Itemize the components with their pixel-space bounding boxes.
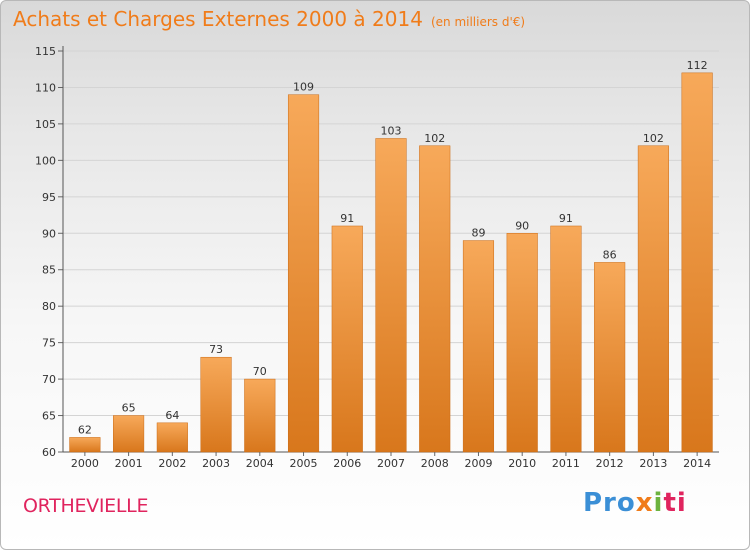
- bar-value-label: 62: [78, 423, 92, 436]
- bar-value-label: 103: [381, 124, 402, 137]
- bar-value-label: 102: [424, 132, 445, 145]
- brand-logo: Proxiti: [583, 488, 687, 518]
- bar: [594, 262, 626, 453]
- brand-part-1: Pro: [583, 488, 636, 518]
- bar: [113, 415, 145, 453]
- bar: [681, 72, 713, 453]
- y-tick-label: 85: [42, 264, 56, 277]
- bar: [550, 225, 582, 453]
- chart-subtitle: (en milliers d'€): [430, 15, 526, 29]
- bar: [462, 240, 495, 453]
- chart-title: Achats et Charges Externes 2000 à 2014 (e…: [13, 7, 525, 31]
- bar: [200, 356, 232, 453]
- x-tick-label: 2006: [333, 457, 361, 470]
- bar-value-label: 70: [253, 365, 267, 378]
- brand-part-3: i: [653, 488, 664, 518]
- bar: [244, 378, 276, 453]
- y-tick-label: 100: [35, 154, 56, 167]
- y-tick-label: 65: [42, 410, 56, 423]
- y-tick-label: 60: [42, 446, 56, 459]
- bar-value-label: 109: [293, 81, 314, 94]
- x-tick-label: 2014: [683, 457, 711, 470]
- x-tick-label: 2013: [639, 457, 667, 470]
- bar: [156, 422, 188, 453]
- x-tick-label: 2002: [158, 457, 186, 470]
- bar-value-label: 73: [209, 343, 223, 356]
- bar-value-label: 86: [603, 248, 617, 261]
- x-tick-label: 2005: [290, 457, 318, 470]
- bar-value-label: 91: [559, 212, 573, 225]
- x-tick-label: 2007: [377, 457, 405, 470]
- brand-part-4: ti: [663, 488, 687, 518]
- x-tick-label: 2004: [246, 457, 274, 470]
- brand-part-2: x: [635, 488, 654, 518]
- x-tick-label: 2010: [508, 457, 536, 470]
- bar: [287, 94, 320, 453]
- chart-title-text: Achats et Charges Externes 2000 à 2014: [13, 7, 423, 31]
- bar: [419, 145, 451, 453]
- x-tick-label: 2011: [552, 457, 580, 470]
- bar-value-label: 91: [340, 212, 354, 225]
- bar: [375, 138, 407, 453]
- bar-value-label: 102: [643, 132, 664, 145]
- commune-name: ORTHEVIELLE: [23, 495, 149, 517]
- y-tick-label: 110: [35, 81, 56, 94]
- bar-value-label: 89: [471, 227, 485, 240]
- bar-value-label: 65: [122, 402, 136, 415]
- bar-value-label: 64: [165, 409, 179, 422]
- bar-value-label: 90: [515, 219, 529, 232]
- x-tick-label: 2012: [596, 457, 624, 470]
- bar: [69, 437, 101, 453]
- bar-value-label: 112: [687, 59, 708, 72]
- x-tick-label: 2008: [421, 457, 449, 470]
- y-tick-label: 95: [42, 191, 56, 204]
- x-tick-label: 2009: [464, 457, 492, 470]
- x-tick-label: 2000: [71, 457, 99, 470]
- y-tick-label: 115: [35, 45, 56, 58]
- x-tick-label: 2001: [115, 457, 143, 470]
- y-tick-label: 70: [42, 373, 56, 386]
- y-tick-label: 75: [42, 337, 56, 350]
- y-tick-label: 105: [35, 118, 56, 131]
- y-tick-label: 90: [42, 227, 56, 240]
- y-tick-label: 80: [42, 300, 56, 313]
- x-tick-label: 2003: [202, 457, 230, 470]
- bar: [637, 145, 669, 453]
- bar: [506, 233, 538, 453]
- bar: [331, 225, 363, 453]
